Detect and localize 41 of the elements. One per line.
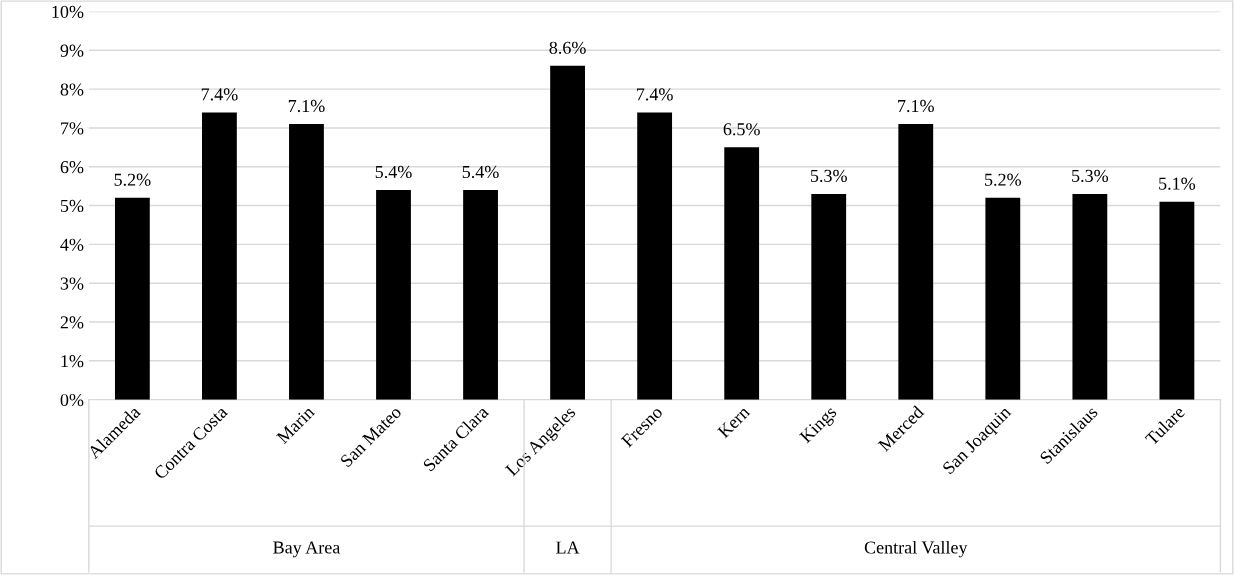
y-tick-label: 0% <box>60 393 84 407</box>
y-tick-label: 7% <box>61 122 84 135</box>
bar <box>550 65 585 400</box>
y-tick-label: 9% <box>60 44 84 57</box>
data-label: 5.2% <box>985 173 1021 186</box>
bar <box>202 112 237 400</box>
y-tick-label: 10% <box>52 5 84 18</box>
y-tick-label: 8% <box>60 83 84 96</box>
data-label: 5.4% <box>375 165 412 179</box>
bar <box>637 112 673 400</box>
data-label: 7.4% <box>637 88 673 101</box>
text: Central Valley <box>864 540 968 558</box>
data-label: 8.6% <box>549 41 586 54</box>
y-tick-label: 4% <box>60 238 84 251</box>
bar <box>1072 193 1108 400</box>
bar <box>463 190 498 400</box>
bar <box>376 190 411 400</box>
bar <box>1159 201 1195 400</box>
bar <box>289 124 324 400</box>
text: LA <box>556 541 580 554</box>
data-label: 7.1% <box>898 99 934 113</box>
data-label: 7.4% <box>201 88 238 101</box>
data-label: 5.2% <box>114 173 151 186</box>
data-label: 7.1% <box>288 99 325 113</box>
y-tick-label: 3% <box>60 277 84 290</box>
data-label: 5.3% <box>810 169 847 182</box>
y-tick-label: 5% <box>60 199 84 213</box>
y-tick-label: 6% <box>60 161 84 174</box>
data-label: 6.5% <box>723 123 760 136</box>
bar <box>724 147 760 400</box>
y-tick-label: 2% <box>60 316 84 329</box>
y-tick-label: 1% <box>61 355 84 368</box>
x-tick-label: Kern <box>717 405 751 439</box>
bar <box>811 193 847 400</box>
data-label: 5.4% <box>462 165 499 179</box>
bar <box>898 124 934 400</box>
data-label: 5.3% <box>1072 169 1109 182</box>
data-label: 5.1% <box>1159 177 1196 190</box>
bar <box>114 197 150 400</box>
text: Bay Area <box>273 541 341 558</box>
bar <box>985 197 1021 400</box>
